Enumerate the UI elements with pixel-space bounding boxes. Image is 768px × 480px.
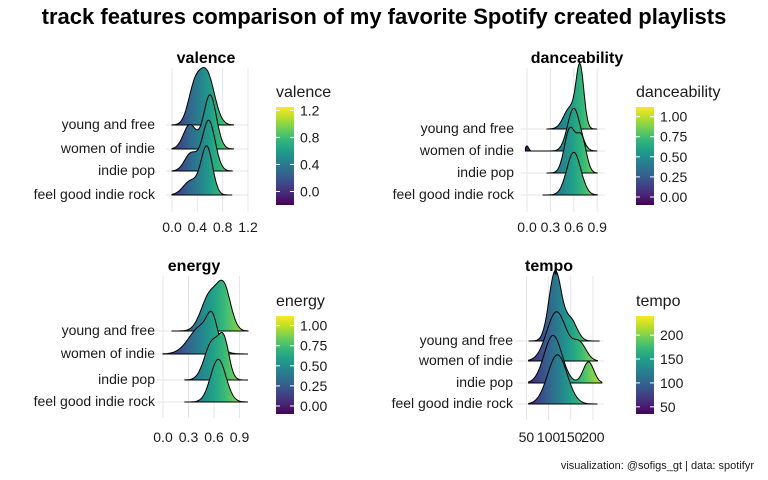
x-tick-label: 50 bbox=[519, 429, 535, 445]
x-tick-label: 0.0 bbox=[162, 219, 182, 235]
category-label: women of indie bbox=[60, 140, 155, 156]
legend-tick-label: 0.00 bbox=[660, 189, 687, 205]
color-bar bbox=[636, 107, 654, 205]
category-label: feel good indie rock bbox=[34, 393, 156, 409]
legend-tick-label: 0.8 bbox=[300, 129, 320, 145]
category-label: young and free bbox=[420, 332, 514, 348]
legend-title: tempo bbox=[636, 293, 681, 310]
ridge-feel-good-indie-rock bbox=[542, 151, 598, 196]
legend-title: energy bbox=[276, 293, 325, 310]
energy-panel bbox=[157, 276, 294, 418]
legend-tick-label: 0.75 bbox=[300, 338, 327, 354]
category-label: feel good indie rock bbox=[34, 186, 156, 202]
ridge-young-and-free bbox=[171, 279, 249, 332]
chart-caption: visualization: @sofigs_gt | data: spotif… bbox=[560, 460, 754, 472]
x-tick-label: 0.8 bbox=[213, 219, 233, 235]
legend-tick-label: 0.25 bbox=[660, 169, 687, 185]
category-label: young and free bbox=[62, 116, 156, 132]
ridge-indie-pop bbox=[546, 126, 598, 174]
legend-tick-label: 0.4 bbox=[300, 156, 320, 172]
category-label: indie pop bbox=[456, 374, 513, 390]
ridge-indie-pop bbox=[184, 331, 248, 381]
legend-tick-label: 0.50 bbox=[300, 358, 327, 374]
x-tick-label: 0.6 bbox=[564, 219, 584, 235]
ridge-young-and-free bbox=[171, 67, 234, 126]
category-label: feel good indie rock bbox=[392, 395, 514, 411]
x-tick-label: 150 bbox=[559, 429, 583, 445]
legend-title: danceability bbox=[636, 84, 721, 101]
category-label: women of indie bbox=[418, 352, 513, 368]
x-tick-label: 0.3 bbox=[541, 219, 561, 235]
panel-title: valence bbox=[177, 50, 236, 67]
category-label: indie pop bbox=[98, 371, 155, 387]
x-tick-label: 0.0 bbox=[153, 429, 173, 445]
ridge-indie-pop bbox=[171, 119, 233, 172]
chart-title: track features comparison of my favorite… bbox=[41, 4, 727, 29]
x-tick-label: 0.9 bbox=[587, 219, 607, 235]
legend-title: valence bbox=[276, 84, 331, 101]
color-bar bbox=[276, 316, 294, 414]
color-bar bbox=[636, 316, 654, 414]
x-tick-label: 0.6 bbox=[204, 429, 224, 445]
ridge-feel-good-indie-rock bbox=[528, 354, 598, 405]
x-tick-label: 100 bbox=[537, 429, 561, 445]
legend-tick-label: 100 bbox=[660, 375, 684, 391]
legend-tick-label: 1.00 bbox=[660, 109, 687, 125]
legend-tick-label: 150 bbox=[660, 351, 684, 367]
danceability-panel bbox=[521, 62, 654, 212]
valence-panel bbox=[166, 67, 294, 212]
x-tick-label: 0.4 bbox=[188, 219, 208, 235]
legend-tick-label: 1.00 bbox=[300, 318, 327, 334]
x-tick-label: 0.9 bbox=[230, 429, 250, 445]
x-tick-label: 200 bbox=[581, 429, 605, 445]
legend-tick-label: 0.75 bbox=[660, 129, 687, 145]
legend-tick-label: 0.00 bbox=[300, 398, 327, 414]
category-label: feel good indie rock bbox=[393, 186, 515, 202]
legend-tick-label: 0.25 bbox=[300, 378, 327, 394]
legend-tick-label: 1.2 bbox=[300, 102, 320, 118]
category-label: women of indie bbox=[419, 142, 514, 158]
ridge-young-and-free bbox=[546, 62, 598, 130]
panel-title: energy bbox=[168, 258, 221, 275]
legend-tick-label: 200 bbox=[660, 327, 684, 343]
ridge-women-of-indie bbox=[162, 310, 248, 355]
tempo-panel bbox=[516, 269, 654, 420]
ridge-indie-pop bbox=[528, 334, 603, 384]
panel-title: tempo bbox=[525, 258, 573, 275]
category-label: indie pop bbox=[98, 162, 155, 178]
category-label: women of indie bbox=[60, 345, 155, 361]
category-label: young and free bbox=[62, 322, 156, 338]
legend-tick-label: 50 bbox=[660, 399, 676, 415]
ridge-young-and-free bbox=[528, 269, 600, 342]
x-tick-label: 1.2 bbox=[238, 219, 258, 235]
ridge-feel-good-indie-rock bbox=[184, 358, 248, 403]
category-label: young and free bbox=[421, 120, 515, 136]
x-tick-label: 0.0 bbox=[517, 219, 537, 235]
color-bar bbox=[276, 107, 294, 205]
ridge-feel-good-indie-rock bbox=[171, 145, 233, 196]
legend-tick-label: 0.50 bbox=[660, 149, 687, 165]
legend-tick-label: 0.0 bbox=[300, 183, 320, 199]
ridge-women-of-indie bbox=[171, 94, 234, 150]
x-tick-label: 0.3 bbox=[179, 429, 199, 445]
panel-title: danceability bbox=[531, 50, 624, 67]
category-label: indie pop bbox=[457, 164, 514, 180]
